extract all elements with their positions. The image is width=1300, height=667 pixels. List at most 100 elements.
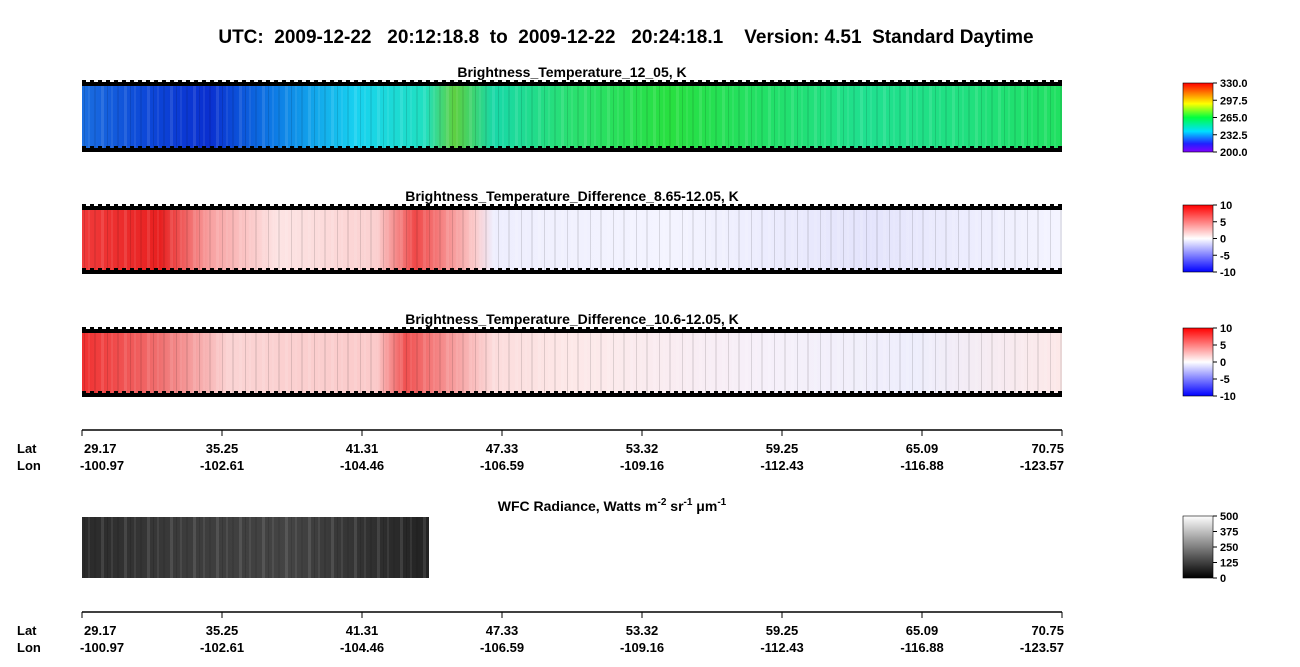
edge-tick — [538, 268, 542, 270]
edge-tick — [506, 327, 510, 329]
edge-tick — [226, 327, 230, 329]
edge-tick — [250, 268, 254, 270]
edge-tick — [242, 80, 246, 82]
edge-tick — [306, 391, 310, 393]
swath-edge — [82, 82, 1062, 86]
edge-tick — [506, 391, 510, 393]
edge-tick — [826, 204, 830, 206]
edge-tick — [138, 327, 142, 329]
edge-tick — [370, 391, 374, 393]
edge-tick — [394, 204, 398, 206]
swath-edge — [82, 206, 1062, 210]
edge-tick — [202, 327, 206, 329]
edge-tick — [522, 268, 526, 270]
edge-tick — [466, 327, 470, 329]
edge-tick — [338, 391, 342, 393]
edge-tick — [122, 327, 126, 329]
edge-tick — [522, 391, 526, 393]
edge-tick — [386, 327, 390, 329]
edge-tick — [410, 80, 414, 82]
swath-edge — [82, 270, 1062, 274]
edge-tick — [482, 327, 486, 329]
edge-tick — [570, 146, 574, 148]
edge-tick — [722, 204, 726, 206]
title-part: μm — [692, 498, 717, 514]
edge-tick — [178, 268, 182, 270]
edge-tick — [930, 204, 934, 206]
edge-tick — [314, 146, 318, 148]
edge-tick — [730, 391, 734, 393]
edge-tick — [442, 80, 446, 82]
edge-tick — [882, 80, 886, 82]
edge-tick — [946, 146, 950, 148]
lat-value: 53.32 — [626, 441, 659, 456]
edge-tick — [394, 268, 398, 270]
edge-tick — [578, 146, 582, 148]
edge-tick — [834, 204, 838, 206]
edge-tick — [578, 327, 582, 329]
edge-tick — [738, 80, 742, 82]
edge-tick — [738, 146, 742, 148]
edge-tick — [746, 268, 750, 270]
edge-tick — [634, 146, 638, 148]
edge-tick — [850, 204, 854, 206]
edge-tick — [234, 146, 238, 148]
edge-tick — [1010, 391, 1014, 393]
edge-tick — [1042, 204, 1046, 206]
edge-tick — [442, 391, 446, 393]
edge-tick — [314, 80, 318, 82]
edge-tick — [490, 391, 494, 393]
colorbar-label: 10 — [1220, 200, 1232, 212]
edge-tick — [418, 327, 422, 329]
colorbar — [1182, 327, 1214, 397]
edge-tick — [106, 146, 110, 148]
edge-tick — [754, 327, 758, 329]
edge-tick — [914, 146, 918, 148]
edge-tick — [434, 391, 438, 393]
edge-tick — [850, 327, 854, 329]
edge-tick — [898, 268, 902, 270]
edge-tick — [994, 391, 998, 393]
edge-tick — [370, 327, 374, 329]
edge-tick — [778, 391, 782, 393]
edge-tick — [90, 391, 94, 393]
edge-tick — [586, 146, 590, 148]
edge-tick — [754, 204, 758, 206]
panel-title: Brightness_Temperature_12_05, K — [457, 64, 686, 80]
edge-tick — [1002, 146, 1006, 148]
edge-tick — [82, 268, 86, 270]
edge-tick — [306, 327, 310, 329]
edge-tick — [314, 204, 318, 206]
edge-tick — [186, 268, 190, 270]
edge-tick — [98, 204, 102, 206]
page-title: UTC: 2009-12-22 20:12:18.8 to 2009-12-22… — [218, 27, 1033, 48]
edge-tick — [794, 268, 798, 270]
edge-tick — [890, 204, 894, 206]
edge-tick — [882, 204, 886, 206]
edge-tick — [378, 80, 382, 82]
edge-tick — [482, 204, 486, 206]
edge-tick — [434, 268, 438, 270]
edge-tick — [170, 327, 174, 329]
swath-edge — [82, 393, 1062, 397]
edge-tick — [706, 327, 710, 329]
edge-tick — [362, 146, 366, 148]
edge-tick — [690, 146, 694, 148]
edge-tick — [162, 80, 166, 82]
edge-tick — [698, 146, 702, 148]
edge-tick — [218, 327, 222, 329]
edge-tick — [578, 80, 582, 82]
edge-tick — [242, 268, 246, 270]
edge-tick — [922, 268, 926, 270]
edge-tick — [442, 327, 446, 329]
edge-tick — [634, 268, 638, 270]
colorbar-label: 0 — [1220, 573, 1226, 585]
edge-tick — [298, 146, 302, 148]
edge-tick — [618, 327, 622, 329]
edge-tick — [194, 391, 198, 393]
edge-tick — [442, 204, 446, 206]
edge-tick — [594, 268, 598, 270]
edge-tick — [434, 146, 438, 148]
edge-tick — [898, 327, 902, 329]
